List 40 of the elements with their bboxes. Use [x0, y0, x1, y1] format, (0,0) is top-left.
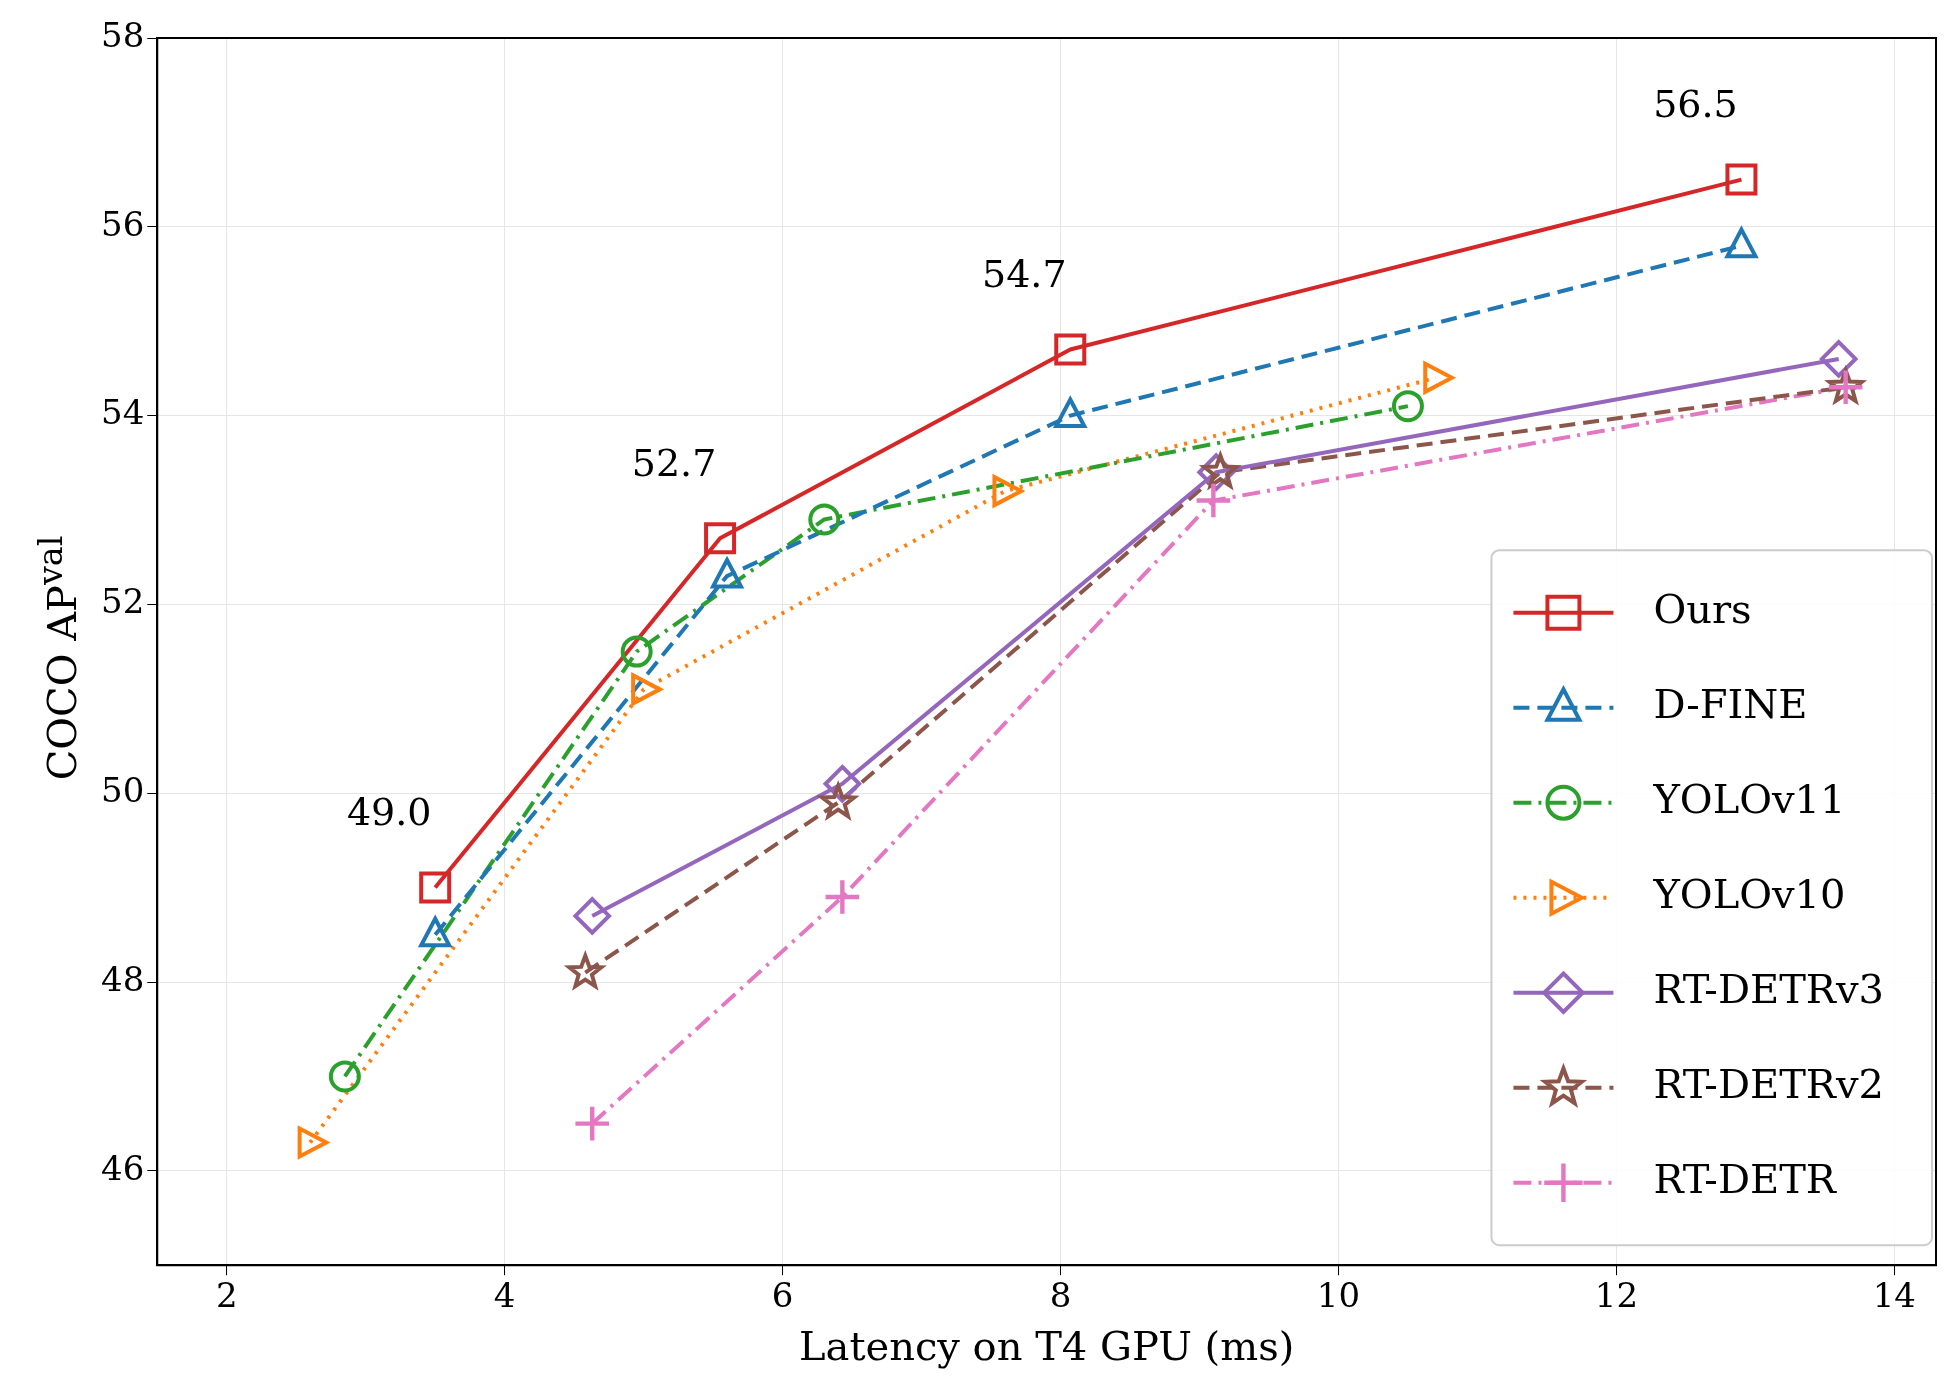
annotation: 56.5	[1653, 82, 1738, 127]
legend-label: RT-DETRv2	[1653, 1061, 1885, 1108]
legend-label: RT-DETR	[1653, 1156, 1838, 1203]
y-tick-label: 50	[101, 770, 145, 811]
x-axis-title: Latency on T4 GPU (ms)	[798, 1323, 1295, 1370]
point	[328, 1060, 361, 1093]
legend-label: YOLOv11	[1652, 776, 1846, 823]
y-tick-label: 48	[101, 958, 145, 999]
x-tick-label: 10	[1316, 1275, 1361, 1316]
x-tick-label: 6	[771, 1275, 794, 1316]
y-tick-label: 54	[101, 392, 145, 433]
y-tick-label: 46	[101, 1147, 145, 1188]
point	[1819, 340, 1858, 378]
point	[620, 635, 653, 668]
annotation: 49.0	[346, 790, 432, 835]
point	[419, 871, 452, 904]
x-tick-label: 8	[1049, 1275, 1072, 1316]
annotation: 54.7	[981, 252, 1067, 297]
legend-label: RT-DETRv3	[1653, 966, 1885, 1013]
legend-label: Ours	[1653, 586, 1752, 633]
x-tick-label: 4	[493, 1275, 516, 1316]
x-tick-label: 2	[215, 1275, 238, 1316]
y-tick-label: 56	[101, 203, 145, 244]
point	[704, 522, 737, 555]
x-tick-label: 14	[1872, 1275, 1916, 1316]
x-tick-label: 12	[1594, 1275, 1639, 1316]
annotation: 52.7	[631, 441, 717, 486]
legend-label: YOLOv10	[1652, 871, 1846, 918]
y-tick-label: 52	[101, 581, 145, 622]
point	[1054, 333, 1087, 366]
point	[573, 897, 612, 935]
point	[575, 1106, 610, 1141]
point	[1725, 163, 1758, 196]
point	[825, 880, 860, 914]
point	[823, 764, 862, 803]
point	[1196, 483, 1231, 518]
point	[1391, 390, 1424, 423]
legend-label: D-FINE	[1653, 681, 1808, 728]
y-tick-label: 58	[101, 14, 145, 55]
point	[808, 503, 841, 536]
